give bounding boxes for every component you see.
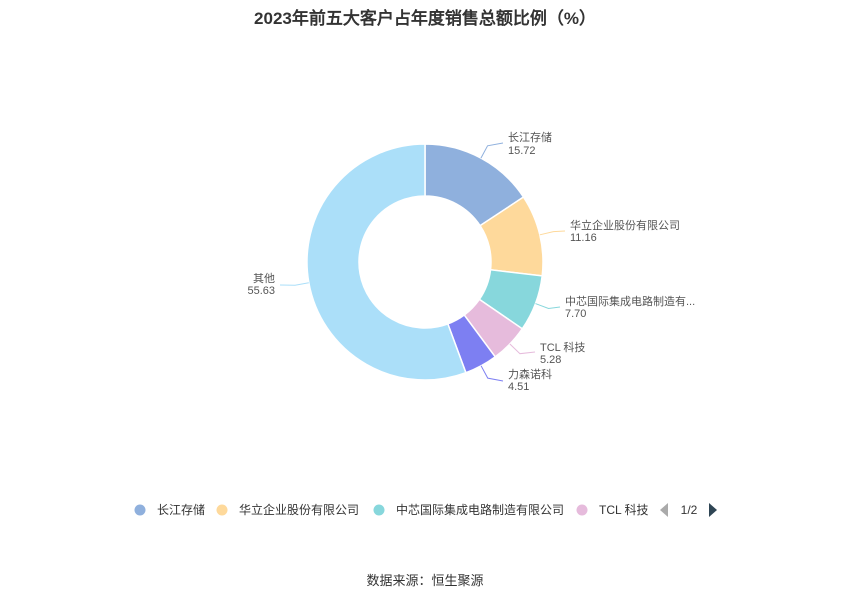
slice-5-name-label: 力森诺科 [508, 367, 552, 381]
chart-title: 2023年前五大客户占年度销售总额比例（%） [254, 9, 596, 28]
legend-swatch [373, 504, 385, 516]
legend-label: 华立企业股份有限公司 [239, 502, 359, 517]
slice-3-leader [535, 303, 561, 310]
slice-4-leader [509, 343, 536, 355]
legend-swatch [216, 504, 228, 516]
slice-4-value-label: 5.28 [540, 354, 561, 366]
slice-1-name-label: 长江存储 [508, 130, 552, 144]
leader-lines [279, 142, 566, 382]
legend-label: 长江存储 [157, 502, 205, 517]
slice-4-name-label: TCL 科技 [540, 340, 585, 354]
legend-next-icon[interactable] [709, 503, 717, 517]
slice-2-leader [539, 230, 566, 236]
legend-item-4[interactable]: TCL 科技 [576, 503, 649, 517]
slice-3-name-label: 中芯国际集成电路制造有... [565, 294, 695, 308]
slice-5-leader [480, 365, 504, 382]
legend-prev-icon[interactable] [660, 503, 668, 517]
slice-2-name-label: 华立企业股份有限公司 [570, 218, 680, 232]
slice-6[interactable] [306, 143, 467, 381]
slice-3-value-label: 7.70 [565, 308, 586, 320]
slice-6-value-label: 55.63 [247, 285, 275, 297]
legend-item-3[interactable]: 中芯国际集成电路制造有限公司 [373, 502, 565, 517]
slice-2-value-label: 11.16 [570, 232, 597, 244]
slice-1-leader [480, 142, 504, 159]
legend-label: 中芯国际集成电路制造有限公司 [396, 502, 564, 517]
legend-page-indicator: 1/2 [681, 503, 698, 517]
slice-6-name-label: 其他 [253, 272, 275, 285]
legend-item-2[interactable]: 华立企业股份有限公司 [216, 502, 360, 517]
source-note: 数据来源：恒生聚源 [366, 573, 484, 588]
slice-1-value-label: 15.72 [508, 145, 536, 157]
legend-swatch [576, 504, 588, 516]
donut-slices [306, 143, 544, 381]
legend-label: TCL 科技 [599, 503, 649, 517]
slice-5-value-label: 4.51 [508, 381, 529, 393]
legend-item-1[interactable]: 长江存储 [134, 502, 206, 517]
legend-swatch [134, 504, 146, 516]
legend: 长江存储 华立企业股份有限公司 中芯国际集成电路制造有限公司 TCL 科技 1/2 [134, 502, 717, 517]
slice-6-leader [279, 282, 309, 286]
